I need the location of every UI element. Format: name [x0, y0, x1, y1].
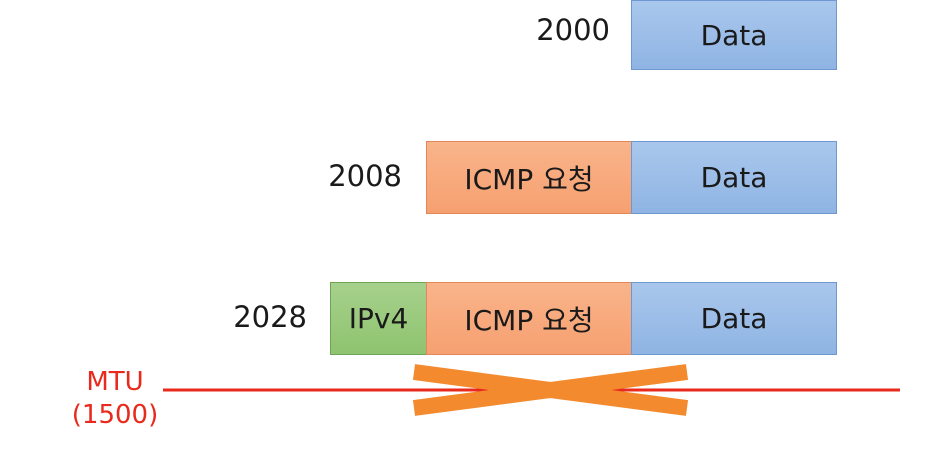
ipv4-header-segment: IPv4: [330, 282, 427, 355]
icmp-request-segment: ICMP 요청: [426, 141, 632, 214]
mtu-value: (1500): [71, 400, 159, 430]
data-segment: Data: [631, 141, 837, 214]
mtu-title: MTU: [86, 367, 144, 397]
packet-size-label-2000: 2000: [536, 13, 610, 47]
data-segment: Data: [631, 0, 837, 70]
data-segment: Data: [631, 282, 837, 355]
packet-size-label-2028: 2028: [233, 300, 307, 334]
icmp-request-segment: ICMP 요청: [426, 282, 632, 355]
packet-size-label-2008: 2008: [328, 159, 402, 193]
mtu-label: MTU (1500): [60, 366, 170, 432]
